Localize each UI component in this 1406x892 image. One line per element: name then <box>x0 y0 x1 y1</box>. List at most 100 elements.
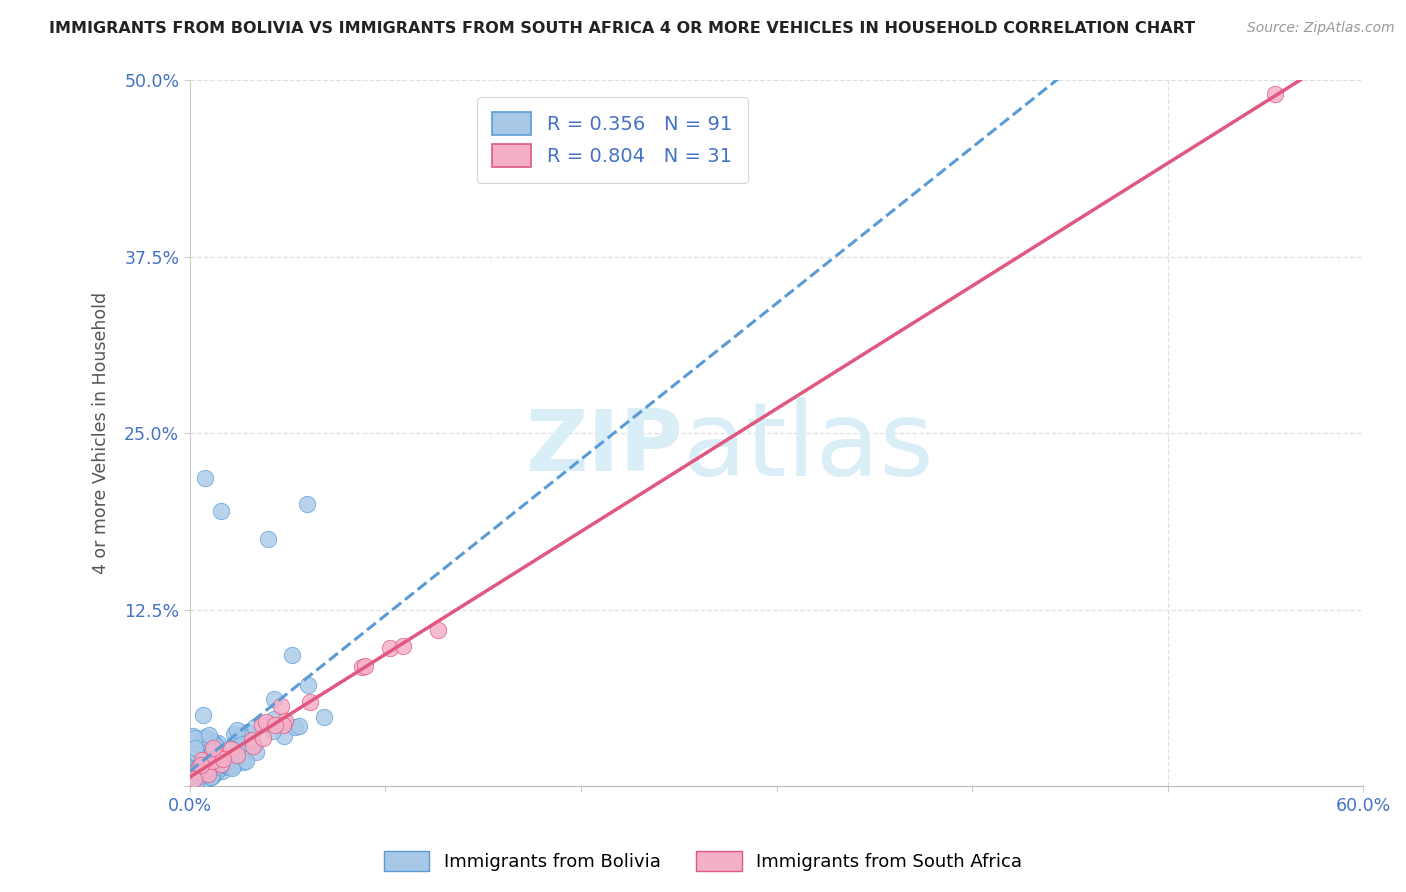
Point <box>190 771 212 785</box>
Point <box>263 692 285 706</box>
Point <box>240 732 263 747</box>
Point <box>193 764 215 778</box>
Point <box>198 733 221 747</box>
Point <box>197 768 219 782</box>
Point <box>190 756 212 770</box>
Point <box>202 746 225 760</box>
Point <box>183 772 205 786</box>
Point <box>427 623 450 637</box>
Point <box>262 723 284 738</box>
Point <box>201 743 224 757</box>
Point <box>191 763 214 777</box>
Point <box>209 758 232 772</box>
Point <box>231 737 253 751</box>
Point <box>218 760 240 774</box>
Point <box>202 752 225 766</box>
Point <box>184 774 207 789</box>
Point <box>218 754 240 768</box>
Point <box>201 741 224 756</box>
Point <box>231 729 253 743</box>
Point <box>181 729 204 743</box>
Point <box>209 757 232 772</box>
Point <box>200 770 222 784</box>
Point <box>211 752 233 766</box>
Point <box>187 760 209 774</box>
Point <box>184 740 207 755</box>
Point <box>270 699 292 714</box>
Point <box>221 760 243 774</box>
Point <box>263 712 285 726</box>
Point <box>205 764 228 779</box>
Text: Source: ZipAtlas.com: Source: ZipAtlas.com <box>1247 21 1395 35</box>
Y-axis label: 4 or more Vehicles in Household: 4 or more Vehicles in Household <box>93 292 110 574</box>
Point <box>194 762 217 776</box>
Point <box>224 727 246 741</box>
Point <box>202 765 225 780</box>
Point <box>257 532 280 546</box>
Point <box>271 718 294 732</box>
Legend: R = 0.356   N = 91, R = 0.804   N = 31: R = 0.356 N = 91, R = 0.804 N = 31 <box>477 96 748 183</box>
Legend: Immigrants from Bolivia, Immigrants from South Africa: Immigrants from Bolivia, Immigrants from… <box>377 844 1029 879</box>
Point <box>205 763 228 777</box>
Point <box>198 767 221 781</box>
Point <box>217 759 239 773</box>
Point <box>219 740 242 755</box>
Point <box>181 775 204 789</box>
Point <box>224 754 246 768</box>
Point <box>195 762 218 776</box>
Point <box>273 729 295 743</box>
Point <box>208 747 231 761</box>
Point <box>236 724 259 739</box>
Point <box>183 731 205 745</box>
Point <box>232 756 254 770</box>
Point <box>195 745 218 759</box>
Point <box>205 739 228 754</box>
Point <box>197 767 219 781</box>
Point <box>214 758 236 772</box>
Point <box>243 720 266 734</box>
Point <box>191 708 214 723</box>
Point <box>264 717 287 731</box>
Text: ZIP: ZIP <box>524 406 683 489</box>
Point <box>197 770 219 784</box>
Point <box>201 765 224 780</box>
Point <box>207 736 229 750</box>
Point <box>295 497 318 511</box>
Point <box>195 762 218 776</box>
Text: IMMIGRANTS FROM BOLIVIA VS IMMIGRANTS FROM SOUTH AFRICA 4 OR MORE VEHICLES IN HO: IMMIGRANTS FROM BOLIVIA VS IMMIGRANTS FR… <box>49 21 1195 36</box>
Point <box>202 767 225 781</box>
Point <box>228 739 250 753</box>
Point <box>180 768 202 782</box>
Point <box>186 747 208 761</box>
Point <box>194 471 217 485</box>
Point <box>1264 87 1286 101</box>
Point <box>391 639 413 653</box>
Point <box>190 751 212 765</box>
Point <box>190 758 212 772</box>
Point <box>188 758 211 772</box>
Point <box>200 733 222 747</box>
Point <box>197 728 219 742</box>
Point <box>191 768 214 782</box>
Text: atlas: atlas <box>683 397 935 498</box>
Point <box>179 779 201 793</box>
Point <box>181 770 204 784</box>
Point <box>226 744 249 758</box>
Point <box>378 640 401 655</box>
Point <box>201 769 224 783</box>
Point <box>194 772 217 787</box>
Point <box>194 772 217 786</box>
Point <box>181 762 204 776</box>
Point <box>235 754 257 768</box>
Point <box>201 754 224 768</box>
Point <box>211 750 233 764</box>
Point <box>200 770 222 784</box>
Point <box>254 714 277 729</box>
Point <box>194 730 217 744</box>
Point <box>252 731 274 745</box>
Point <box>242 739 264 753</box>
Point <box>222 759 245 773</box>
Point <box>297 678 319 692</box>
Point <box>200 760 222 774</box>
Point <box>187 750 209 764</box>
